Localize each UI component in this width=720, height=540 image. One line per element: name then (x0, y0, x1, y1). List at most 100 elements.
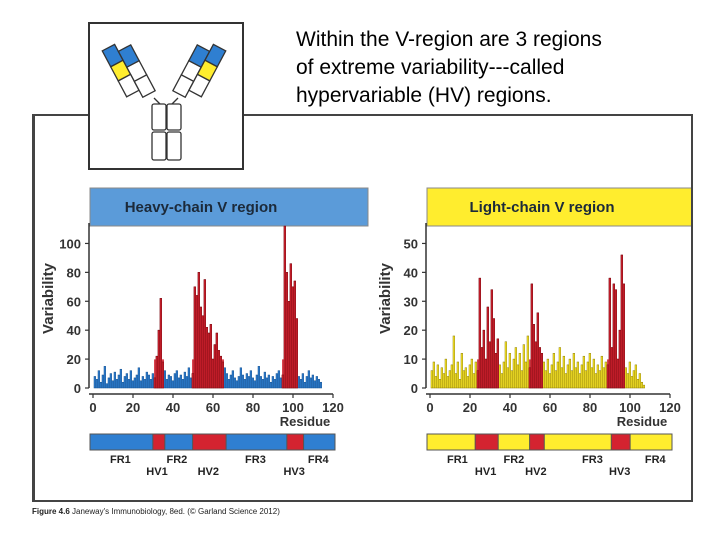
hv-bar (205, 327, 208, 389)
framework-bar (554, 370, 557, 389)
hv-bar (207, 332, 210, 389)
framework-bar (271, 376, 274, 389)
framework-bar (137, 367, 140, 389)
framework-bar (634, 364, 637, 389)
framework-bar (596, 364, 599, 389)
y-tick-label: 0 (74, 381, 81, 396)
framework-bar (265, 377, 268, 389)
antibody-icon (101, 43, 227, 161)
slide-title: Within the V-region are 3 regions of ext… (296, 26, 706, 110)
caption-figure-label: Figure 4.6 (32, 507, 70, 516)
framework-bar (229, 374, 232, 389)
hv-bar (193, 286, 196, 389)
framework-bar (111, 380, 114, 389)
x-tick-label: 20 (463, 400, 477, 415)
title-line-2: of extreme variability---called (296, 56, 565, 79)
hv-bar (293, 280, 296, 389)
framework-bar (642, 384, 645, 389)
hv-bar (620, 254, 623, 389)
antibody-diagram (88, 22, 244, 170)
framework-bar (109, 373, 112, 389)
framework-bar (632, 370, 635, 389)
y-tick-label: 60 (67, 294, 81, 309)
x-tick-label: 60 (543, 400, 557, 415)
framework-bar (586, 361, 589, 389)
framework-bar (504, 341, 507, 389)
framework-bar (544, 370, 547, 389)
y-tick-label: 0 (411, 381, 418, 396)
framework-bar (566, 364, 569, 389)
domain-label-fr1: FR1 (447, 454, 468, 466)
domain-label-hv1: HV1 (475, 466, 496, 478)
framework-bar (315, 376, 318, 389)
framework-bar (560, 367, 563, 389)
framework-bar (636, 379, 639, 389)
domain-label-hv2: HV2 (198, 466, 219, 478)
framework-bar (269, 381, 272, 389)
x-tick-label: 100 (282, 400, 304, 415)
title-line-3: hypervariable (HV) regions. (296, 84, 552, 107)
framework-bar (179, 374, 182, 389)
x-tick-label: 40 (503, 400, 517, 415)
hv-bar (203, 279, 206, 389)
caption-text: Janeway's Immunobiology, 8ed. (© Garland… (72, 507, 280, 516)
framework-bar (299, 379, 302, 389)
framework-bar (460, 353, 463, 389)
framework-bar (602, 367, 605, 389)
hv-bar (287, 301, 290, 389)
framework-bar (594, 373, 597, 389)
framework-bar (450, 364, 453, 389)
framework-bar (225, 373, 228, 389)
framework-bar (105, 383, 108, 389)
hv-bar (478, 277, 481, 389)
hv-bar (610, 347, 613, 389)
framework-bar (556, 361, 559, 389)
framework-bar (151, 373, 154, 389)
x-tick-label: 0 (89, 400, 96, 415)
framework-bar (115, 379, 118, 389)
framework-bar (464, 367, 467, 389)
framework-bar (630, 376, 633, 389)
framework-bar (570, 370, 573, 389)
hv-bar (155, 355, 158, 389)
framework-bar (472, 373, 475, 389)
hv-bar (209, 324, 212, 389)
hv-bar (476, 370, 479, 389)
framework-bar (562, 355, 565, 389)
hv-bar (195, 295, 198, 389)
hv-bar (482, 329, 485, 389)
y-axis-label: Variability (377, 262, 394, 334)
domain-label-fr2: FR2 (167, 454, 188, 466)
hv-bar (622, 283, 625, 389)
domain-label-hv3: HV3 (609, 466, 630, 478)
panel-title: Heavy-chain V region (125, 199, 278, 216)
hv-bar (159, 298, 162, 389)
framework-bar (550, 364, 553, 389)
framework-bar (101, 374, 104, 389)
hv-bar (490, 289, 493, 389)
hv-bar (221, 361, 224, 389)
framework-bar (524, 361, 527, 389)
framework-bar (175, 370, 178, 389)
framework-bar (129, 370, 132, 389)
hv-bar (528, 367, 531, 389)
framework-bar (169, 376, 172, 389)
title-line-1: Within the V-region are 3 regions (296, 28, 602, 51)
framework-bar (564, 373, 567, 389)
domain-label-fr1: FR1 (110, 454, 131, 466)
hv-bar (538, 347, 541, 389)
framework-bar (440, 367, 443, 389)
hv-bar (480, 347, 483, 389)
framework-bar (430, 370, 433, 389)
framework-bar (163, 370, 166, 389)
domain-label-fr4: FR4 (308, 454, 330, 466)
framework-bar (510, 370, 513, 389)
y-axis-label: Variability (40, 262, 57, 334)
framework-bar (446, 376, 449, 389)
x-tick-label: 20 (126, 400, 140, 415)
y-tick-label: 50 (404, 236, 418, 251)
framework-bar (275, 373, 278, 389)
framework-bar (257, 366, 260, 389)
framework-bar (498, 364, 501, 389)
framework-bar (127, 379, 130, 389)
